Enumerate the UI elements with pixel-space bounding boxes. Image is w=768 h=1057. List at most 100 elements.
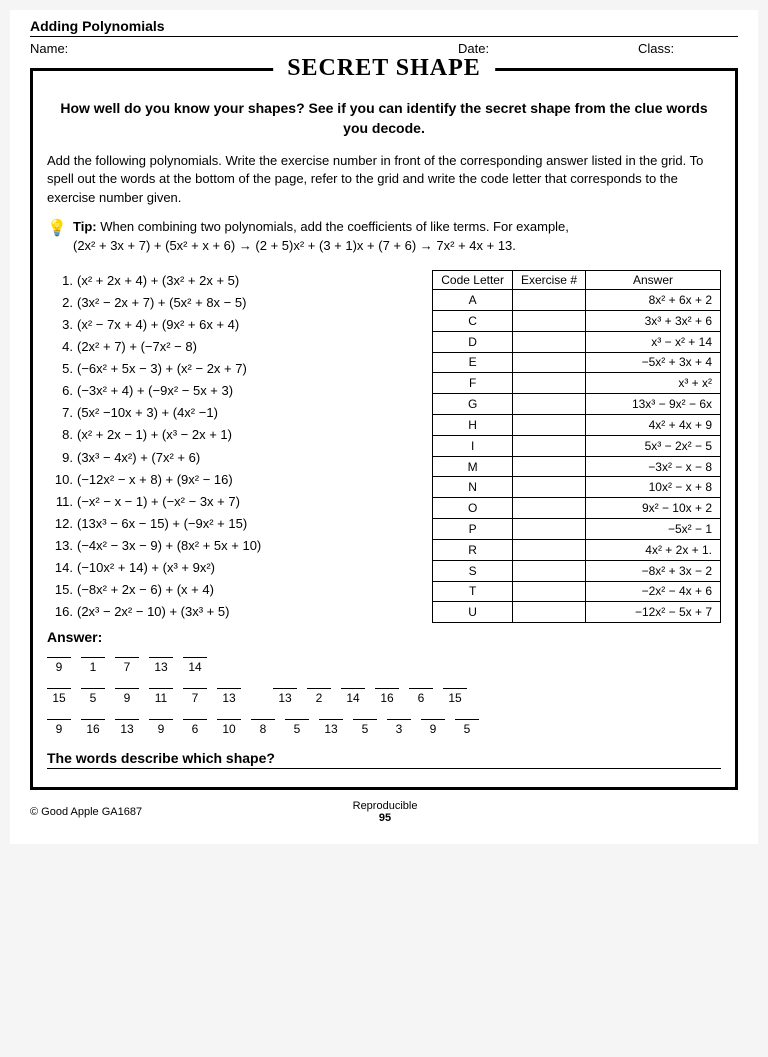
exercise-number: 9. (47, 447, 73, 469)
table-row: R 4x² + 2x + 1. (433, 539, 721, 560)
exercise-item: 9.(3x³ − 4x²) + (7x² + 6) (47, 447, 420, 469)
cell-answer: 13x³ − 9x² − 6x (586, 394, 721, 415)
exercise-expression: (2x³ − 2x² − 10) + (3x³ + 5) (77, 604, 229, 619)
cell-letter: R (433, 539, 513, 560)
blank-slot: 6 (409, 688, 433, 705)
exercise-number: 7. (47, 402, 73, 424)
exercise-expression: (−12x² − x + 8) + (9x² − 16) (77, 472, 233, 487)
table-row: G 13x³ − 9x² − 6x (433, 394, 721, 415)
blank-slot: 16 (375, 688, 399, 705)
main-row: 1.(x² + 2x + 4) + (3x² + 2x + 5)2.(3x² −… (47, 270, 721, 624)
exercise-expression: (−8x² + 2x − 6) + (x + 4) (77, 582, 214, 597)
blank-slot: 7 (115, 657, 139, 674)
exercise-item: 13. (−4x² − 3x − 9) + (8x² + 5x + 10) (47, 535, 420, 557)
blank-slot: 9 (47, 657, 71, 674)
exercise-item: 1.(x² + 2x + 4) + (3x² + 2x + 5) (47, 270, 420, 292)
exercise-expression: (13x³ − 6x − 15) + (−9x² + 15) (77, 516, 247, 531)
table-row: Dx³ − x² + 14 (433, 331, 721, 352)
cell-letter: H (433, 415, 513, 436)
blank-slot: 11 (149, 688, 173, 705)
page-title: SECRET SHAPE (273, 55, 495, 82)
cell-exercise-num (512, 373, 585, 394)
blanks-row: 917 13 14 (47, 657, 721, 674)
cell-letter: I (433, 435, 513, 456)
cell-exercise-num (512, 477, 585, 498)
blank-slot: 2 (307, 688, 331, 705)
cell-exercise-num (512, 581, 585, 602)
exercise-number: 16. (47, 601, 73, 623)
exercise-number: 12. (47, 513, 73, 535)
blank-slot: 13 (149, 657, 173, 674)
table-row: S −8x² + 3x − 2 (433, 560, 721, 581)
table-row: H 4x² + 4x + 9 (433, 415, 721, 436)
exercise-item: 16. (2x³ − 2x² − 10) + (3x³ + 5) (47, 601, 420, 623)
header-fields: Name: Date: Class: (30, 41, 738, 56)
blank-slot: 13 (319, 719, 343, 736)
exercise-item: 10.(−12x² − x + 8) + (9x² − 16) (47, 469, 420, 491)
blank-slot: 7 (183, 688, 207, 705)
exercise-number: 11. (47, 491, 73, 513)
blank-slot: 5 (285, 719, 309, 736)
table-row: E−5x² + 3x + 4 (433, 352, 721, 373)
exercise-expression: (−6x² + 5x − 3) + (x² − 2x + 7) (77, 361, 247, 376)
tip-text: When combining two polynomials, add the … (97, 219, 569, 234)
cell-answer: −5x² − 1 (586, 519, 721, 540)
cell-answer: 8x² + 6x + 2 (586, 290, 721, 311)
table-row: P −5x² − 1 (433, 519, 721, 540)
exercise-number: 14. (47, 557, 73, 579)
cell-answer: 4x² + 2x + 1. (586, 539, 721, 560)
code-table-body: A 8x² + 6x + 2C3x³ + 3x² + 6Dx³ − x² + 14… (433, 290, 721, 623)
cell-letter: P (433, 519, 513, 540)
answer-label: Answer: (47, 629, 721, 645)
cell-letter: A (433, 290, 513, 311)
cell-letter: T (433, 581, 513, 602)
cell-letter: G (433, 394, 513, 415)
table-row: Fx³ + x² (433, 373, 721, 394)
blank-slot: 9 (47, 719, 71, 736)
blank-slot: 13 (115, 719, 139, 736)
copyright: © Good Apple GA1687 (30, 806, 142, 818)
blank-slot: 15 (443, 688, 467, 705)
blanks-row: 1559117131321416615 (47, 688, 721, 705)
cell-letter: D (433, 331, 513, 352)
blank-slot: 14 (183, 657, 207, 674)
cell-letter: S (433, 560, 513, 581)
code-table: Code Letter Exercise # Answer A8x² + 6x … (432, 270, 721, 624)
exercise-expression: (5x² −10x + 3) + (4x² −1) (77, 405, 218, 420)
exercise-number: 3. (47, 314, 73, 336)
blank-slot: 6 (183, 719, 207, 736)
blank-slot: 5 (353, 719, 377, 736)
tip-block: Tip: When combining two polynomials, add… (47, 217, 721, 256)
table-row: M−3x² − x − 8 (433, 456, 721, 477)
page-footer: © Good Apple GA1687 Reproducible 95 (30, 800, 738, 824)
exercise-item: 2.(3x² − 2x + 7) + (5x² + 8x − 5) (47, 292, 420, 314)
exercise-expression: (2x² + 7) + (−7x² − 8) (77, 339, 197, 354)
cell-answer: x³ + x² (586, 373, 721, 394)
th-code-letter: Code Letter (433, 270, 513, 289)
cell-answer: −8x² + 3x − 2 (586, 560, 721, 581)
intro-text: How well do you know your shapes? See if… (47, 99, 721, 138)
exercise-number: 13. (47, 535, 73, 557)
cell-letter: E (433, 352, 513, 373)
cell-answer: 9x² − 10x + 2 (586, 498, 721, 519)
cell-letter: U (433, 602, 513, 623)
cell-exercise-num (512, 415, 585, 436)
exercise-list: 1.(x² + 2x + 4) + (3x² + 2x + 5)2.(3x² −… (47, 270, 420, 624)
blank-slot: 1 (81, 657, 105, 674)
exercise-expression: (x² + 2x − 1) + (x³ − 2x + 1) (77, 427, 232, 442)
exercise-expression: (−4x² − 3x − 9) + (8x² + 5x + 10) (77, 538, 261, 553)
th-answer: Answer (586, 270, 721, 289)
cell-exercise-num (512, 310, 585, 331)
cell-letter: M (433, 456, 513, 477)
exercise-item: 3.(x² − 7x + 4) + (9x² + 6x + 4) (47, 314, 420, 336)
blank-slot: 5 (455, 719, 479, 736)
cell-answer: 4x² + 4x + 9 (586, 415, 721, 436)
date-label: Date: (458, 41, 638, 56)
table-row: C3x³ + 3x² + 6 (433, 310, 721, 331)
cell-answer: −2x² − 4x + 6 (586, 581, 721, 602)
blank-slot: 15 (47, 688, 71, 705)
table-row: I5x³ − 2x² − 5 (433, 435, 721, 456)
cell-exercise-num (512, 519, 585, 540)
cell-letter: O (433, 498, 513, 519)
exercise-expression: (−3x² + 4) + (−9x² − 5x + 3) (77, 383, 233, 398)
